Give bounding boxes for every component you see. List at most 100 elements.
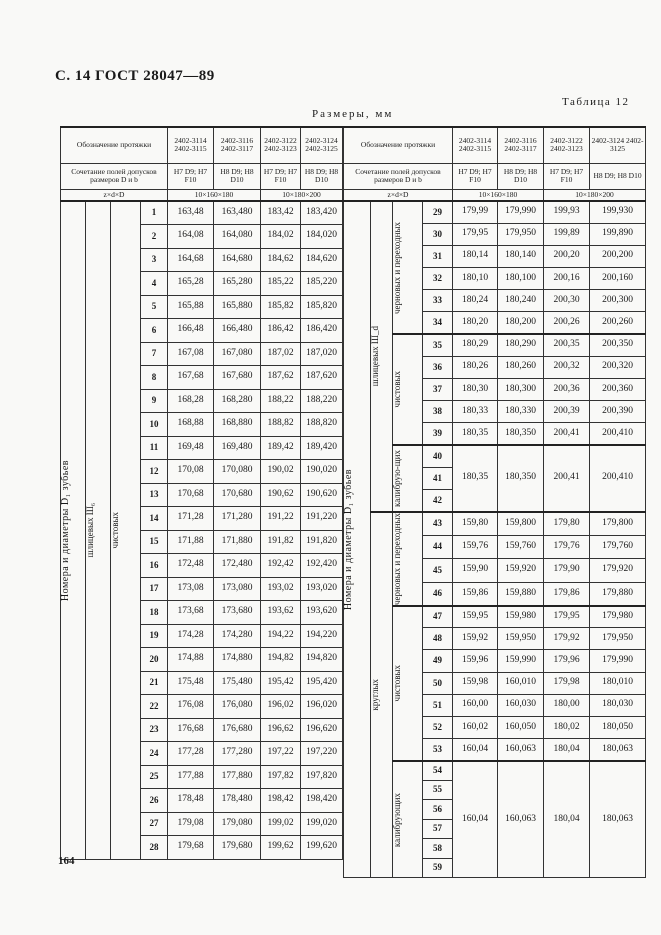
cell-text: 170,08 [177,465,204,476]
value-cell: 200,320 [589,355,647,380]
table-name: Таблица 12 [562,96,630,108]
cell-text: 199,02 [267,817,294,828]
cell-text: 29 [433,206,442,217]
cell-text: 171,280 [221,512,253,523]
cell-text: 2402-3122 2402-3123 [264,136,297,154]
designation-cell: 2402-3124 2402-3125 [589,126,647,164]
value-cell: 193,620 [300,600,344,625]
value-cell: 173,080 [213,576,262,601]
value-cell: 197,820 [300,764,344,789]
cell-text: 184,020 [306,230,337,241]
row-number: 36 [421,355,454,380]
row-number: 50 [421,671,454,695]
designation-cell: 2402-3116 2402-3117 [497,126,545,164]
value-cell: 174,28 [167,623,215,648]
table-row: чистовых 47 159,95 159,980 179,95 179,980 [344,604,647,762]
cell-text: 159,90 [461,564,489,575]
value-cell: 199,89 [543,222,591,246]
cell-text: 200,260 [602,316,633,327]
cell-text: 179,68 [177,841,204,852]
label-type: шлицевых Ш_d [370,200,393,513]
cell-text: 3 [151,254,157,265]
value-cell: 179,80 [543,510,591,536]
cell-text: 4 [151,277,157,288]
cell-text: 23 [149,724,159,735]
row-number: 39 [421,422,454,446]
cell-text: 179,95 [461,228,489,239]
value-cell: 175,480 [213,670,262,695]
table-row: калибрующих 54 160,04 160,063 180,04 180,063 [344,759,647,879]
value-cell: 189,420 [300,435,344,460]
cell-text: 40 [433,450,442,461]
value-cell: 200,30 [543,289,591,313]
value-cell: 169,48 [167,435,215,460]
value-cell: 167,68 [167,365,215,390]
table-row: 4 165,28 165,280 185,22 185,220 [61,271,344,296]
cell-text: 191,220 [306,512,337,523]
table-row: 8 167,68 167,680 187,62 187,620 [61,365,344,390]
row-number: 48 [421,627,454,651]
cell-text: 159,920 [505,564,536,575]
cell-text: 164,680 [221,253,253,264]
cell-text: 159,950 [505,632,536,643]
cell-text: 176,68 [177,723,204,734]
cell-text: 194,820 [306,653,337,664]
cell-text: 176,08 [177,700,204,711]
value-cell: 199,890 [589,222,647,246]
cell-text: 43 [433,517,442,528]
value-cell: 179,99 [452,199,499,224]
row-number: 2 [139,224,169,249]
table-row: 33 180,24 180,240 200,30 200,300 [344,289,647,313]
row-number: 5 [139,294,169,319]
row-number: 55 [421,779,454,801]
value-cell: 163,48 [167,200,215,225]
row-number: 27 [139,811,169,836]
cell-text: 160,04 [461,743,489,754]
cell-text: 196,020 [306,700,337,711]
cell-text: Сочетание полей допусков размеров D и b [71,167,157,184]
cell-text: H7 D9; H7 F10 [263,167,298,184]
cell-text: 35 [433,339,442,350]
value-cell: 200,260 [589,311,647,335]
value-cell: 176,080 [213,694,262,719]
value-cell: 160,030 [497,693,545,718]
value-cell: 190,62 [260,482,302,507]
cell-text: 20 [149,653,159,664]
value-cell: 184,620 [300,247,344,272]
label-main: Номера и диаметры D₁ зубьев [60,200,86,860]
table-row: калибрую-щих 40 180,35 180,350 200,41 200,410 [344,444,647,513]
cell-text: 199,620 [306,841,337,852]
row-number: 57 [421,818,454,840]
cell-text: 159,95 [461,610,489,621]
value-cell: 200,300 [589,289,647,313]
cell-text: 174,28 [177,629,204,640]
value-cell: 170,680 [213,482,262,507]
cell-text: 10 [149,418,159,429]
value-cell: 187,020 [300,341,344,366]
cell-text: 179,96 [553,655,580,666]
value-cell: 163,480 [213,200,262,225]
cell-text: 180,20 [461,316,489,327]
value-cell: 198,420 [300,788,344,813]
row-number: 43 [421,510,454,536]
cell-text: 200,160 [602,272,633,283]
cell-text: 159,80 [461,517,489,528]
value-cell: 195,420 [300,670,344,695]
row-number: 26 [139,788,169,813]
cell-text: 45 [433,564,442,575]
designation-cell: 2402-3116 2402-3117 [213,126,262,164]
value-cell: 177,880 [213,764,262,789]
cell-text: H8 D9; H8 D10 [304,167,339,184]
cell-text: 180,290 [505,339,536,350]
cell-text: 56 [433,803,442,814]
cell-text: 185,220 [306,277,337,288]
size-cell: 10×180×200 [543,188,647,202]
value-cell: 180,10 [452,267,499,291]
value-cell: 196,620 [300,717,344,742]
label-group: калибрую-щих [392,444,423,513]
cell-text: z×d×D [387,189,409,199]
cell-text: 180,063 [602,743,633,754]
cell-text: 180,350 [505,427,536,438]
cell-text: 176,680 [221,723,253,734]
cell-text: 28 [149,841,159,852]
